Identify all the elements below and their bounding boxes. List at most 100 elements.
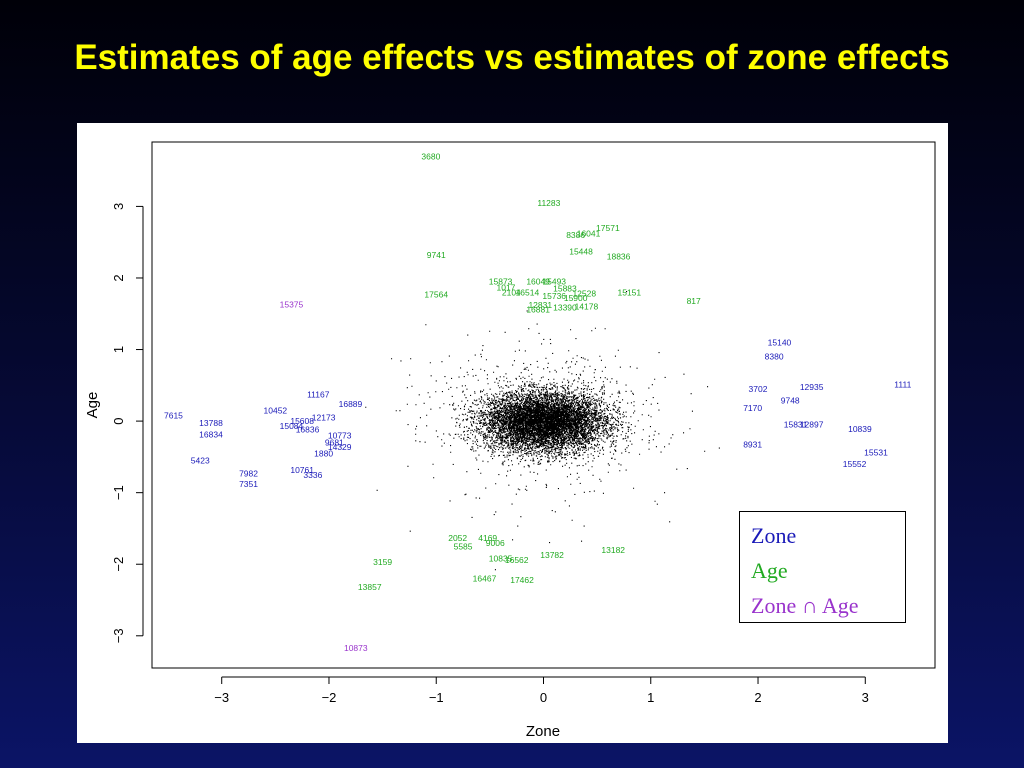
point-label: 14178 — [575, 302, 599, 312]
point-label: 10873 — [344, 643, 368, 653]
legend-label-age: Age — [751, 558, 788, 583]
point-label: 17462 — [510, 575, 534, 585]
point-label: 17571 — [596, 223, 620, 233]
point-label: 10761 — [290, 465, 314, 475]
point-label: 10773 — [328, 430, 352, 440]
point-label: 817 — [687, 296, 701, 306]
point-label: 7615 — [164, 410, 183, 420]
point-label: 13182 — [601, 545, 625, 555]
point-label: 15151 — [617, 287, 641, 297]
point-label: 7170 — [743, 403, 762, 413]
point-label: 16467 — [473, 574, 497, 584]
legend-label-zone: Zone — [751, 523, 797, 548]
point-label: 5423 — [191, 455, 210, 465]
point-label: 8386 — [566, 230, 585, 240]
legend-item-zone: Zone — [751, 518, 905, 553]
intersection-symbol: ∩ — [801, 593, 818, 618]
point-label: 12897 — [800, 420, 824, 430]
cloud-points — [365, 291, 720, 571]
background-point-cloud — [365, 291, 720, 571]
legend: Zone Age Zone ∩ Age — [739, 511, 906, 623]
point-label: 3702 — [749, 384, 768, 394]
point-label: 11283 — [537, 198, 560, 208]
point-label: 2052 — [448, 533, 467, 543]
point-label: 12528 — [572, 289, 596, 299]
y-axis: −3 −2 −1 0 1 2 3 — [111, 203, 144, 643]
x-tick-label: 1 — [647, 690, 654, 705]
y-tick-label: 2 — [111, 274, 126, 281]
point-label: 8931 — [743, 440, 762, 450]
point-label: 3159 — [373, 557, 392, 567]
y-axis-title: Age — [84, 392, 101, 419]
x-tick-label: 3 — [862, 690, 869, 705]
point-label: 13857 — [358, 582, 382, 592]
point-label: 15084 — [280, 421, 304, 431]
point-label: 5585 — [454, 541, 473, 551]
y-tick-label: 1 — [111, 346, 126, 353]
point-label: 13390 — [553, 302, 577, 312]
point-label: 12935 — [800, 382, 824, 392]
point-label: 9006 — [486, 538, 505, 548]
point-label: 1111 — [894, 380, 911, 390]
point-label: 7351 — [239, 479, 258, 489]
point-label: 9741 — [427, 250, 446, 260]
point-label: 3680 — [421, 151, 440, 161]
point-label: 15873 — [489, 277, 513, 287]
point-label: 15883 — [553, 284, 577, 294]
legend-item-age: Age — [751, 553, 905, 588]
x-tick-label: −2 — [322, 690, 337, 705]
point-label: 15493 — [542, 277, 566, 287]
x-tick-label: 2 — [754, 690, 761, 705]
point-label: 15531 — [864, 448, 888, 458]
point-label: 14329 — [328, 442, 352, 452]
y-tick-label: −2 — [111, 557, 126, 572]
x-tick-label: −3 — [214, 690, 229, 705]
y-tick-label: 0 — [111, 417, 126, 424]
point-label: 13782 — [540, 550, 564, 560]
point-label: 15448 — [569, 246, 593, 256]
point-label: 1880 — [314, 448, 333, 458]
legend-label-zone-prefix: Zone — [751, 593, 802, 618]
point-label: 10839 — [848, 424, 872, 434]
point-label: 13788 — [199, 418, 223, 428]
plot-panel: −3 −2 −1 0 1 2 3 −3 −2 −1 0 1 2 3 7615 13788 16834 5423… — [77, 123, 948, 743]
point-label: 15900 — [564, 293, 588, 303]
point-label: 16562 — [505, 555, 529, 565]
point-label: 16889 — [339, 399, 363, 409]
point-label: 16836 — [296, 425, 320, 435]
point-label: 12173 — [312, 413, 336, 423]
point-label: 4169 — [478, 533, 497, 543]
point-label: 16834 — [199, 430, 223, 440]
point-label: 16049 — [526, 277, 550, 287]
x-axis: −3 −2 −1 0 1 2 3 — [214, 676, 869, 705]
point-label: 15608 — [290, 416, 314, 426]
point-label: 15375 — [280, 299, 304, 309]
y-tick-label: −3 — [111, 628, 126, 643]
x-tick-label: −1 — [429, 690, 444, 705]
point-label: 15736 — [542, 291, 566, 301]
point-label: 15831 — [784, 420, 808, 430]
x-axis-title: Zone — [526, 723, 560, 740]
point-label: 9748 — [781, 395, 800, 405]
scatter-plot: −3 −2 −1 0 1 2 3 −3 −2 −1 0 1 2 3 7615 13788 16834 5423… — [84, 141, 936, 740]
point-label: 16514 — [516, 287, 540, 297]
x-tick-label: 0 — [540, 690, 547, 705]
point-label: 16881 — [526, 304, 550, 314]
point-label: 17564 — [424, 289, 448, 299]
legend-label-age-suffix: Age — [817, 593, 859, 618]
point-label: 10452 — [264, 405, 288, 415]
point-label: 3336 — [303, 470, 322, 480]
point-label: 12831 — [528, 300, 552, 310]
point-label: 16041 — [577, 229, 601, 239]
point-label: 1017 — [496, 282, 515, 292]
point-label: 9681 — [325, 438, 344, 448]
y-tick-label: −1 — [111, 485, 126, 500]
slide-title: Estimates of age effects vs estimates of… — [74, 38, 950, 77]
point-label: 8380 — [765, 352, 784, 362]
point-label: 7982 — [239, 468, 258, 478]
point-label: 18836 — [607, 252, 631, 262]
point-label: 15140 — [768, 337, 792, 347]
legend-item-zone-and-age: Zone ∩ Age — [751, 588, 905, 623]
point-label: 10835 — [489, 554, 513, 564]
